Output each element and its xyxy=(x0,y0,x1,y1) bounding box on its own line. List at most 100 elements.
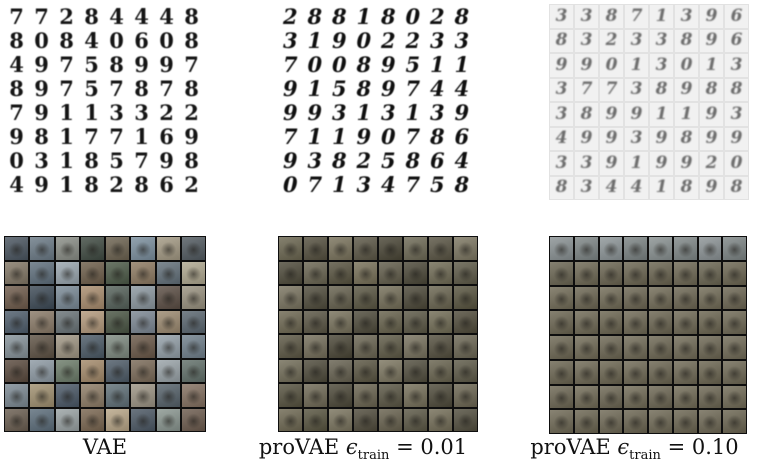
image-sample-tile xyxy=(574,360,598,384)
image-sample-tile xyxy=(599,410,623,433)
digit-sample: 9 xyxy=(356,123,372,149)
digit-sample: 8 xyxy=(9,27,24,53)
image-sample-tile xyxy=(329,237,352,260)
image-sample-tile xyxy=(80,286,104,309)
image-sample-tile xyxy=(106,408,130,431)
digit-sample: 8 xyxy=(730,177,743,198)
digit-cell: 6 xyxy=(724,28,749,53)
digit-sample: 1 xyxy=(630,152,643,173)
digit-sample: 9 xyxy=(34,75,49,101)
image-sample-tile xyxy=(379,359,402,382)
digit-sample: 3 xyxy=(580,5,593,26)
image-sample-tile xyxy=(599,286,623,310)
image-sample-tile xyxy=(404,286,427,309)
image-sample-tile xyxy=(156,286,180,309)
digit-cell: 3 xyxy=(549,151,574,176)
digit-sample: 9 xyxy=(9,123,24,149)
digit-cell: 3 xyxy=(724,102,749,127)
digit-sample: 5 xyxy=(429,171,445,197)
digit-cell: 1 xyxy=(624,53,649,78)
digit-sample: 3 xyxy=(555,5,568,26)
image-sample-tile xyxy=(181,310,205,333)
digit-sample: 0 xyxy=(159,27,174,53)
digit-sample: 1 xyxy=(356,99,372,125)
digit-sample: 0 xyxy=(730,152,743,173)
digit-sample: 9 xyxy=(630,103,643,124)
digit-sample: 8 xyxy=(9,75,24,101)
image-sample-tile xyxy=(550,410,573,433)
digit-sample: 9 xyxy=(580,128,593,149)
digit-sample: 3 xyxy=(109,99,124,125)
image-sample-tile xyxy=(429,261,452,284)
digit-sample: 5 xyxy=(380,147,396,173)
digit-sample: 2 xyxy=(405,27,421,53)
digit-sample: 3 xyxy=(454,27,470,53)
digit-sample: 3 xyxy=(630,128,643,149)
digit-cell: 9 xyxy=(674,151,699,176)
image-sample-tile xyxy=(649,336,672,359)
digit-sample: 1 xyxy=(59,99,74,125)
digit-sample: 0 xyxy=(9,147,24,173)
image-sample-tile xyxy=(649,261,672,285)
image-sample-tile xyxy=(30,335,54,358)
image-sample-tile xyxy=(106,237,130,260)
image-sample-tile xyxy=(624,410,647,433)
image-sample-tile xyxy=(30,286,54,309)
provae-001-cifar-samples xyxy=(278,236,478,432)
digit-sample: 7 xyxy=(134,147,149,173)
image-sample-tile xyxy=(404,335,427,358)
image-sample-tile xyxy=(698,385,722,409)
image-sample-tile xyxy=(379,408,402,431)
image-sample-tile xyxy=(354,286,377,309)
digit-sample: 1 xyxy=(680,103,693,124)
digit-sample: 3 xyxy=(730,54,743,75)
image-sample-tile xyxy=(454,310,477,333)
digit-sample: 8 xyxy=(680,128,693,149)
digit-cell: 3 xyxy=(624,126,649,151)
image-sample-tile xyxy=(429,237,452,260)
image-sample-tile xyxy=(30,310,54,333)
digit-sample: 4 xyxy=(380,171,396,197)
digit-sample: 9 xyxy=(380,51,396,77)
digit-cell: 9 xyxy=(649,151,674,176)
image-sample-tile xyxy=(55,261,79,284)
image-sample-tile xyxy=(156,408,180,431)
digit-cell: 3 xyxy=(549,4,574,29)
digit-sample: 9 xyxy=(580,54,593,75)
image-sample-tile xyxy=(279,261,302,284)
digit-sample: 3 xyxy=(680,5,693,26)
image-sample-tile xyxy=(55,237,79,260)
image-sample-tile xyxy=(379,237,402,260)
digit-sample: 1 xyxy=(405,99,421,125)
digit-sample: 0 xyxy=(605,54,618,75)
digit-sample: 9 xyxy=(282,75,298,101)
digit-cell: 3 xyxy=(649,53,674,78)
image-sample-tile xyxy=(181,384,205,407)
image-sample-tile xyxy=(30,237,54,260)
image-sample-tile xyxy=(698,360,722,384)
digit-sample: 1 xyxy=(307,75,323,101)
digit-cell: 7 xyxy=(624,4,649,29)
digit-sample: 8 xyxy=(605,5,618,26)
digit-sample: 9 xyxy=(680,152,693,173)
image-sample-tile xyxy=(304,261,327,284)
image-sample-tile xyxy=(30,359,54,382)
image-sample-tile xyxy=(279,310,302,333)
image-sample-tile xyxy=(624,237,647,260)
image-sample-tile xyxy=(106,335,130,358)
image-sample-tile xyxy=(5,335,29,358)
digit-sample: 9 xyxy=(184,123,199,149)
image-sample-tile xyxy=(156,335,180,358)
image-sample-tile xyxy=(574,286,598,310)
image-sample-tile xyxy=(131,335,155,358)
digit-sample: 8 xyxy=(134,171,149,197)
digit-sample: 8 xyxy=(555,177,568,198)
digit-cell: 8 xyxy=(724,77,749,102)
digit-sample: 9 xyxy=(655,152,668,173)
digit-sample: 3 xyxy=(555,152,568,173)
image-sample-tile xyxy=(279,286,302,309)
image-sample-tile xyxy=(156,310,180,333)
image-sample-tile xyxy=(80,261,104,284)
digit-sample: 6 xyxy=(454,123,470,149)
